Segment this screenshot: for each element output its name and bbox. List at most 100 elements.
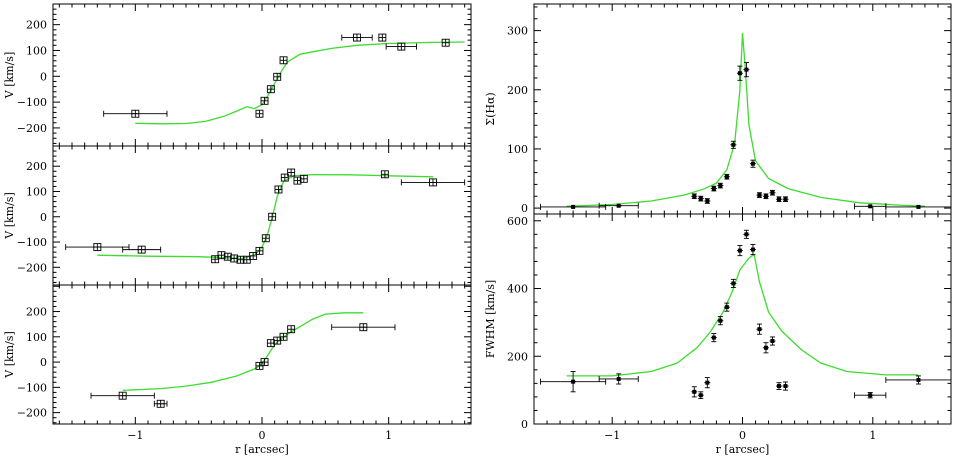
y-tick-label: 100 — [26, 185, 47, 198]
model-curve — [97, 173, 434, 260]
data-point — [598, 202, 639, 209]
plot-frame — [52, 284, 472, 425]
data-point — [762, 193, 769, 200]
data-point — [103, 109, 168, 118]
dot-marker — [916, 204, 921, 209]
data-point — [540, 371, 607, 393]
model-curve — [135, 41, 465, 125]
data-point — [717, 316, 724, 326]
data-point — [723, 173, 730, 180]
data-point — [782, 196, 789, 203]
plot-frame — [533, 213, 952, 425]
data-point — [153, 399, 168, 408]
dot-marker — [692, 389, 697, 394]
y-tick-label: 200 — [507, 350, 528, 363]
data-point — [730, 140, 737, 149]
y-tick-label: 0 — [521, 418, 528, 431]
x-tick-label: −1 — [127, 429, 143, 442]
data-point — [704, 198, 711, 204]
y-tick-label: −100 — [17, 381, 47, 394]
y-tick-label: 200 — [26, 19, 47, 32]
dot-marker — [711, 186, 716, 191]
dot-marker — [744, 232, 749, 237]
dot-marker — [757, 327, 762, 332]
data-point — [230, 254, 239, 263]
x-tick-label: 1 — [385, 429, 392, 442]
y-tick-label: 0 — [40, 356, 47, 369]
data-point — [540, 203, 607, 210]
data-point — [769, 336, 776, 346]
model-curve — [566, 32, 925, 207]
y-tick-label: −100 — [17, 96, 47, 109]
y-tick-label: 200 — [26, 160, 47, 173]
x-tick-label: 0 — [739, 429, 746, 442]
dot-marker — [705, 198, 710, 203]
data-point — [280, 173, 289, 182]
dot-marker — [718, 183, 723, 188]
x-tick-label: 1 — [869, 429, 876, 442]
dot-marker — [718, 318, 723, 323]
data-point — [287, 168, 296, 177]
dot-marker — [724, 305, 729, 310]
data-point — [380, 170, 389, 179]
data-point — [769, 189, 776, 196]
dot-marker — [698, 393, 703, 398]
data-point — [749, 159, 756, 168]
dot-marker — [711, 335, 716, 340]
data-point — [717, 182, 724, 189]
y-axis-label: V [km/s] — [3, 331, 16, 378]
data-point — [385, 42, 417, 51]
data-point — [249, 251, 258, 260]
dot-marker — [757, 193, 762, 198]
y-axis-label: Σ(Hα) — [484, 92, 497, 125]
dot-marker — [763, 194, 768, 199]
dot-marker — [783, 384, 788, 389]
y-tick-label: 600 — [507, 215, 528, 228]
x-axis-label: r [arcsec] — [235, 443, 289, 456]
data-point — [287, 325, 296, 334]
data-point — [279, 332, 288, 341]
y-tick-label: 400 — [507, 283, 528, 296]
data-point — [743, 62, 750, 78]
data-point — [756, 323, 763, 335]
data-point — [255, 109, 264, 118]
y-tick-label: −200 — [17, 122, 47, 135]
dot-marker — [705, 380, 710, 385]
data-point — [736, 245, 743, 257]
dot-marker — [737, 71, 742, 76]
data-point — [885, 375, 952, 385]
dot-marker — [571, 204, 576, 209]
dot-marker — [868, 393, 873, 398]
dot-marker — [731, 281, 736, 286]
data-point — [762, 342, 769, 354]
data-point — [65, 243, 130, 252]
data-point — [710, 185, 717, 192]
data-point — [730, 278, 737, 288]
data-point — [691, 193, 698, 200]
dot-marker — [770, 339, 775, 344]
model-curve — [122, 312, 364, 392]
data-point — [341, 33, 373, 42]
panel-fwhm: 0 200 400 600 −1 0 1 FWHM [km/s] r [arcsec] — [484, 213, 952, 456]
data-point — [273, 72, 282, 81]
x-tick-label: 0 — [259, 429, 266, 442]
data-point — [279, 56, 288, 65]
y-tick-label: −100 — [17, 236, 47, 249]
data-point — [710, 333, 717, 343]
y-tick-label: 0 — [521, 202, 528, 215]
y-tick-label: 300 — [507, 25, 528, 38]
dot-marker — [616, 203, 621, 208]
data-point — [299, 174, 308, 183]
dot-marker — [770, 190, 775, 195]
data-point — [723, 302, 730, 312]
dot-marker — [692, 194, 697, 199]
data-point — [260, 358, 269, 367]
data-point — [441, 38, 450, 47]
data-point — [749, 244, 756, 256]
data-point — [378, 33, 387, 42]
data-point — [90, 391, 155, 400]
data-point — [260, 96, 269, 105]
x-axis-label: r [arcsec] — [716, 443, 770, 456]
y-axis-label: V [km/s] — [3, 52, 16, 99]
